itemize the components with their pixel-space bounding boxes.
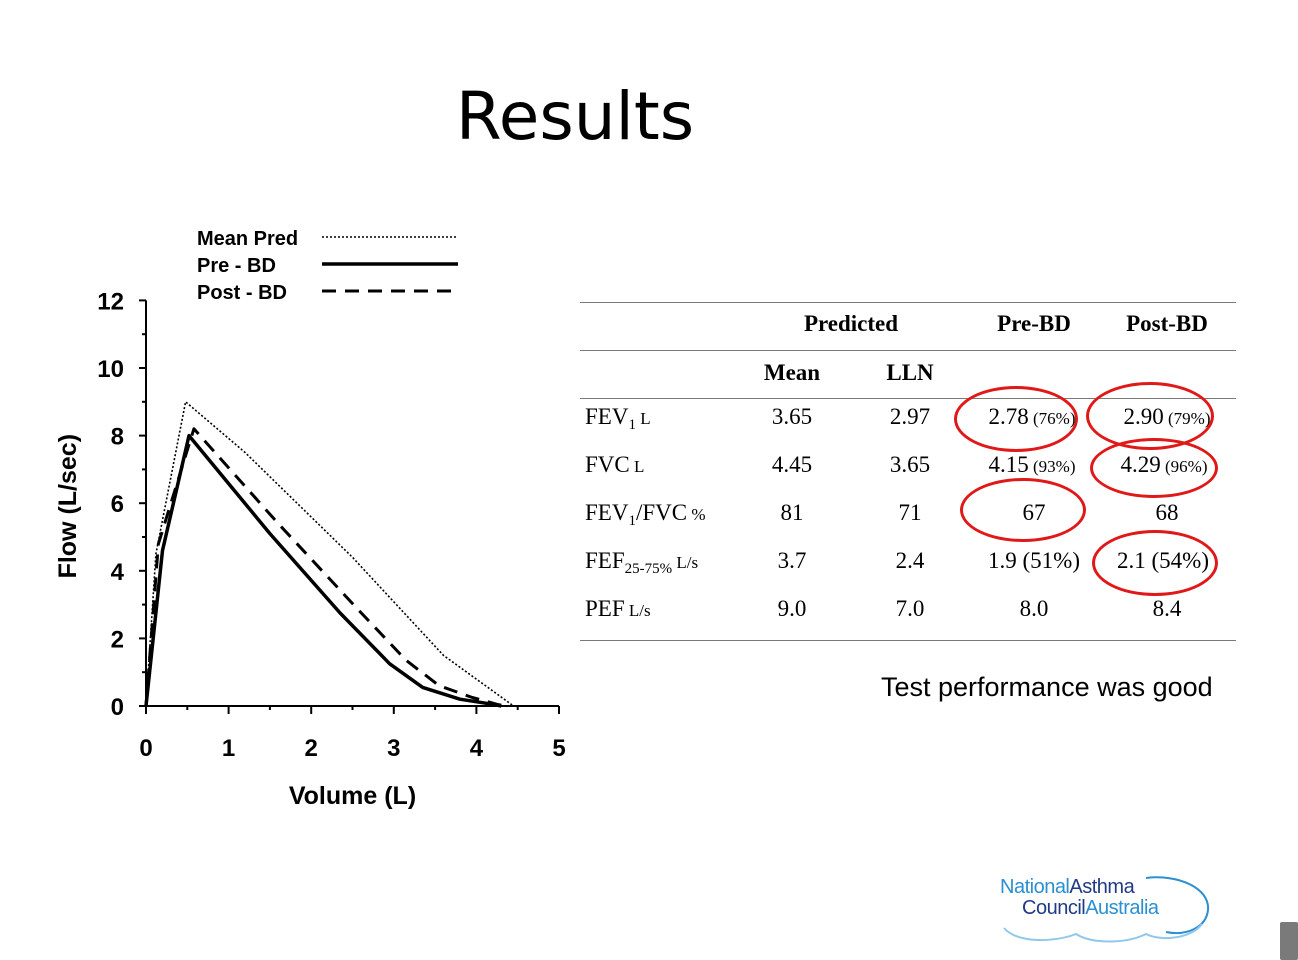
header-pre-bd: Pre-BD: [997, 311, 1071, 336]
logo-line-2: CouncilAustralia: [1022, 897, 1159, 919]
y-tick-label: 6: [111, 491, 124, 518]
row-pef-mean: 9.0: [777, 596, 807, 621]
row-fev1fvc-post: 68: [1155, 500, 1179, 525]
x-tick-label: 0: [139, 735, 152, 762]
table-header-rule: [580, 350, 1236, 351]
row-fev1-mean: 3.65: [771, 404, 813, 429]
header-predicted: Predicted: [803, 311, 899, 336]
highlight-circle-fef-post: [1092, 530, 1218, 596]
y-tick-label: 10: [97, 356, 124, 383]
header-mean: Mean: [763, 360, 821, 385]
row-fef-mean: 3.7: [777, 548, 807, 573]
row-fvc-lln: 3.65: [889, 452, 931, 477]
series-line-mean-pred: [145, 400, 515, 707]
y-axis-title: Flow (L/sec): [54, 434, 82, 578]
row-fev1fvc-mean: 81: [780, 500, 804, 525]
row-fev1fvc-param: FEV1/FVC %: [585, 500, 706, 529]
row-fef-param: FEF25-75% L/s: [585, 548, 699, 577]
scrollbar-thumb[interactable]: [1280, 922, 1298, 960]
x-axis-title: Volume (L): [289, 782, 416, 810]
test-performance-note: Test performance was good: [881, 672, 1213, 702]
series-line-pre-bd: [144, 433, 502, 708]
y-tick-label: 0: [111, 694, 124, 721]
x-tick-label: 5: [552, 735, 565, 762]
row-fef-lln: 2.4: [895, 548, 925, 573]
logo-line-1: NationalAsthma: [1000, 876, 1135, 898]
legend-label: Pre - BD: [197, 255, 276, 277]
row-fvc-pre: 4.15 (93%): [988, 452, 1076, 477]
row-fev1fvc-lln: 71: [898, 500, 922, 525]
y-tick-label: 8: [111, 424, 124, 451]
cloud-icon: [1003, 876, 1210, 943]
legend-label: Mean Pred: [197, 228, 298, 250]
y-tick-label: 4: [111, 559, 125, 586]
highlight-circle-fvc-post: [1090, 438, 1218, 498]
row-fvc-mean: 4.45: [771, 452, 813, 477]
row-fef-pre: 1.9 (51%): [988, 548, 1080, 573]
y-tick-label: 2: [111, 626, 124, 653]
table-bottom-rule: [580, 640, 1236, 641]
table-top-rule: [580, 302, 1236, 303]
x-tick-label: 2: [305, 735, 318, 762]
table-subheader-rule: [580, 398, 1236, 399]
row-pef-post: 8.4: [1152, 596, 1182, 621]
x-tick-label: 4: [470, 735, 484, 762]
national-asthma-council-logo: NationalAsthma CouncilAustralia: [996, 872, 1216, 944]
highlight-circle-fev1-pre: [954, 386, 1078, 452]
row-fvc-param: FVC L: [585, 452, 645, 477]
row-pef-pre: 8.0: [1019, 596, 1049, 621]
highlight-circle-fev1fvc-pre: [960, 478, 1086, 542]
x-tick-label: 1: [222, 735, 235, 762]
x-tick-label: 3: [387, 735, 400, 762]
y-tick-label: 12: [97, 288, 124, 315]
header-post-bd: Post-BD: [1126, 311, 1208, 336]
row-pef-lln: 7.0: [895, 596, 925, 621]
legend-label: Post - BD: [197, 282, 287, 304]
row-fev1-param: FEV1 L: [585, 404, 651, 433]
row-fev1-lln: 2.97: [889, 404, 931, 429]
header-lln: LLN: [886, 360, 934, 385]
row-pef-param: PEF L/s: [585, 596, 651, 621]
series-line-post-bd: [144, 427, 506, 708]
slide-title: Results: [455, 78, 695, 155]
